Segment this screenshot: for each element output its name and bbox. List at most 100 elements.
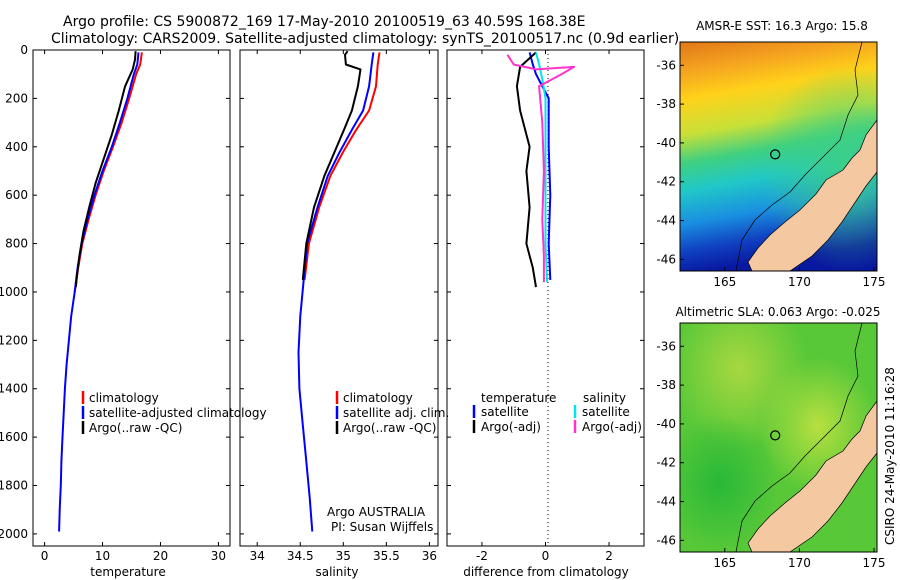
series-line-temperature-argo-adj — [515, 51, 537, 288]
temperature-legend: climatology satellite-adjusted climatolo… — [81, 391, 267, 435]
sla-map-frame — [679, 322, 878, 553]
lon-tick-label: 170 — [788, 275, 811, 289]
series-line-climatology — [73, 52, 143, 293]
y-tick-label: 800 — [5, 237, 28, 251]
csiro-timestamp: CSIRO 24-May-2010 11:16:28 — [883, 367, 897, 545]
legend-label-argo: Argo(..raw -QC) — [343, 421, 436, 435]
x-tick-label: 2 — [605, 549, 613, 563]
sst-map-panel: AMSR-E SST: 16.3 Argo: 15.8 — [656, 19, 885, 289]
lon-tick-label: 165 — [713, 556, 736, 570]
argo-location-marker — [770, 430, 781, 441]
salinity-series — [297, 50, 381, 532]
temperature-series — [58, 51, 143, 532]
argo-annotation-line1: Argo AUSTRALIA — [327, 505, 426, 519]
difference-y-ticks — [447, 49, 644, 535]
x-tick-label: 0 — [41, 549, 49, 563]
y-tick-label: 200 — [5, 91, 28, 105]
temperature-panel: 0 200 400 600 800 1000 1200 1400 1600 1800 2000 0 1… — [0, 43, 267, 579]
lat-tick-label: -40 — [656, 417, 676, 431]
y-tick-label: 2000 — [0, 527, 28, 541]
sla-map-title: Altimetric SLA: 0.063 Argo: -0.025 — [675, 305, 880, 319]
sla-map-lon-ticks: 165 170 175 — [713, 548, 885, 570]
difference-xlabel: difference from climatology — [463, 565, 629, 579]
series-line-satellite-adjusted-climatology — [58, 52, 140, 532]
temperature-axes-frame — [32, 49, 231, 547]
x-tick-label: 20 — [153, 549, 168, 563]
sst-map-lat-ticks: -36 -38 -40 -42 -44 -46 — [656, 58, 684, 266]
lat-tick-label: -40 — [656, 136, 676, 150]
series-line-climatology — [303, 52, 381, 281]
bathymetry-contour — [735, 42, 863, 271]
lat-tick-label: -36 — [656, 339, 676, 353]
lon-tick-label: 175 — [863, 556, 886, 570]
x-tick-label: 10 — [95, 549, 110, 563]
lon-tick-label: 165 — [713, 275, 736, 289]
lat-tick-label: -44 — [656, 214, 676, 228]
salinity-axes-frame — [239, 49, 439, 547]
legend-label-sal-argo: Argo(-adj) — [582, 420, 642, 434]
x-tick-label: 36 — [422, 549, 437, 563]
series-line-argo-raw-qc — [301, 50, 362, 280]
lat-tick-label: -38 — [656, 97, 676, 111]
series-line-salinity-argo-adj — [506, 54, 576, 283]
x-tick-label: 0 — [542, 549, 550, 563]
sst-map-title: AMSR-E SST: 16.3 Argo: 15.8 — [696, 19, 868, 33]
x-tick-label: 35.5 — [373, 549, 400, 563]
lat-tick-label: -46 — [656, 252, 676, 266]
temperature-xlabel: temperature — [90, 565, 165, 579]
difference-legend: temperature satellite Argo(-adj) salinit… — [472, 391, 642, 434]
y-tick-label: 1800 — [0, 479, 28, 493]
legend-heading-salinity: salinity — [583, 391, 626, 405]
x-tick-label: 34.5 — [287, 549, 314, 563]
lat-tick-label: -36 — [656, 58, 676, 72]
salinity-xlabel: salinity — [315, 565, 358, 579]
lat-tick-label: -44 — [656, 495, 676, 509]
series-line-argo-raw-qc — [74, 51, 137, 288]
y-tick-label: 1400 — [0, 382, 28, 396]
y-tick-label: 1000 — [0, 285, 28, 299]
series-line-satellite-adj-clim — [297, 52, 375, 532]
temperature-x-ticks: 0 10 20 30 — [41, 50, 226, 563]
argo-annotation-line2: PI: Susan Wijffels — [331, 520, 433, 534]
legend-label-argo: Argo(..raw -QC) — [89, 421, 182, 435]
difference-series — [506, 51, 576, 288]
temperature-y-ticks: 0 200 400 600 800 1000 1200 1400 1600 1800 2000 — [0, 43, 230, 541]
salinity-legend: climatology satellite adj. clim. Argo(..… — [335, 391, 449, 435]
argo-location-marker — [770, 149, 781, 160]
lat-tick-label: -38 — [656, 378, 676, 392]
x-tick-label: 34 — [250, 549, 265, 563]
y-tick-label: 1600 — [0, 430, 28, 444]
legend-label-satellite: satellite-adjusted climatology — [89, 406, 267, 420]
legend-heading-temperature: temperature — [481, 391, 556, 405]
legend-label-climatology: climatology — [89, 391, 159, 405]
figure-title-line2: Climatology: CARS2009. Satellite-adjuste… — [51, 31, 679, 47]
lon-tick-label: 175 — [863, 275, 886, 289]
salinity-panel: 34 34.5 35 35.5 36 salinity climatology sate… — [239, 49, 449, 579]
salinity-y-ticks — [240, 49, 438, 535]
sst-map-lon-ticks: 165 170 175 — [713, 267, 885, 289]
legend-label-climatology: climatology — [343, 391, 413, 405]
salinity-x-ticks: 34 34.5 35 35.5 36 — [250, 50, 437, 563]
lat-tick-label: -42 — [656, 456, 676, 470]
legend-label-temp-satellite: satellite — [481, 405, 529, 419]
lat-tick-label: -46 — [656, 533, 676, 547]
sla-map-lat-ticks: -36 -38 -40 -42 -44 -46 — [656, 339, 684, 547]
sla-map-panel: Altimetric SLA: 0.063 Argo: -0.025 -36-3… — [656, 305, 885, 570]
lon-tick-label: 170 — [788, 556, 811, 570]
series-line-temperature-satellite — [528, 52, 552, 280]
legend-label-temp-argo: Argo(-adj) — [481, 420, 541, 434]
sst-map-frame — [679, 41, 878, 272]
figure-title-line1: Argo profile: CS 5900872_169 17-May-2010… — [63, 14, 585, 30]
y-tick-label: 0 — [20, 43, 28, 57]
difference-panel: -2 0 2 difference from climatology tempera… — [446, 49, 645, 579]
x-tick-label: 35 — [336, 549, 351, 563]
series-line-salinity-satellite — [535, 52, 549, 283]
x-tick-label: 30 — [211, 549, 226, 563]
legend-label-sal-satellite: satellite — [582, 405, 630, 419]
lat-tick-label: -42 — [656, 175, 676, 189]
difference-x-ticks: -2 0 2 — [476, 50, 613, 563]
x-tick-label: -2 — [476, 549, 488, 563]
y-tick-label: 400 — [5, 140, 28, 154]
y-tick-label: 600 — [5, 188, 28, 202]
